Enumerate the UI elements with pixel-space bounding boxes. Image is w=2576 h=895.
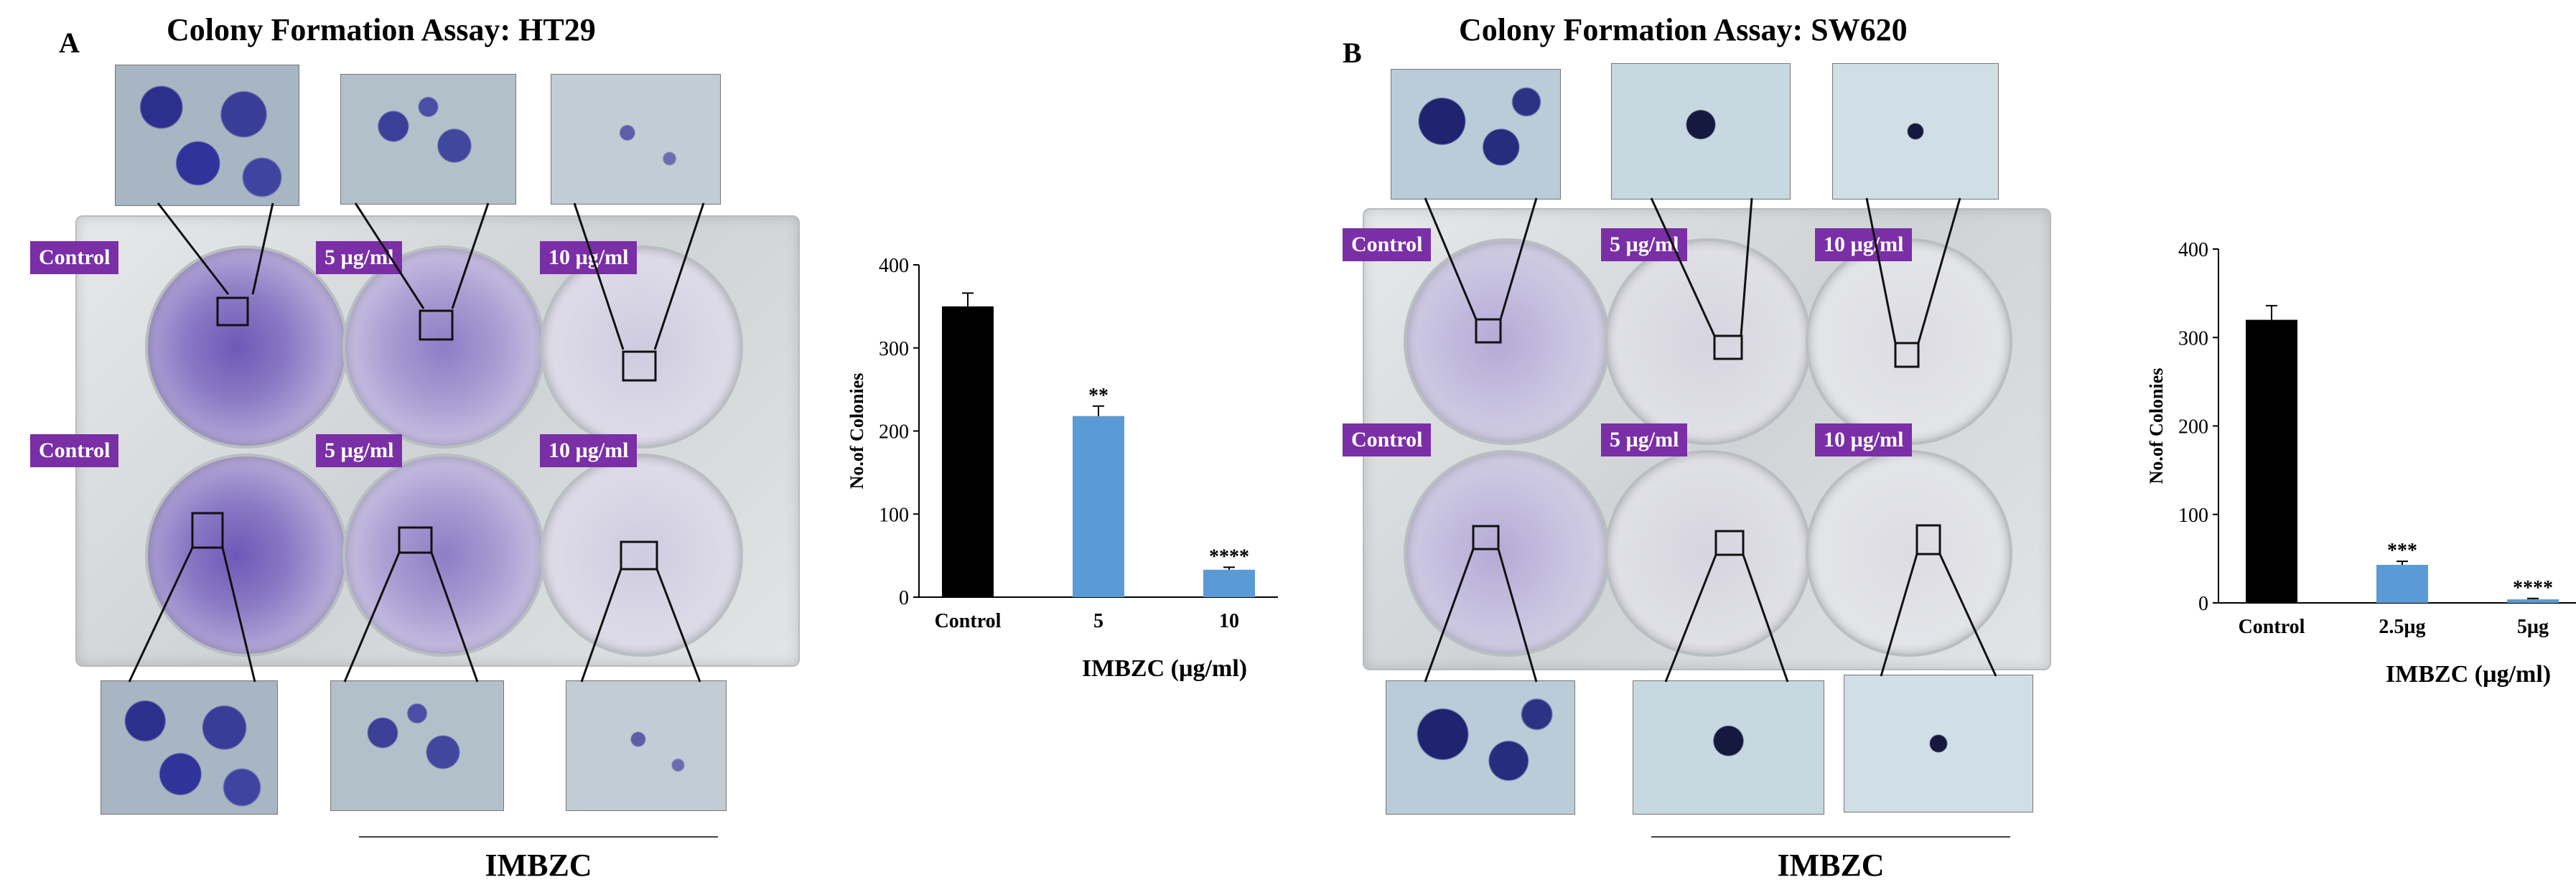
panel-b-title: Colony Formation Assay: SW620 xyxy=(1459,12,1908,47)
bar-0 xyxy=(2246,319,2297,603)
y-tick-label: 0 xyxy=(899,587,909,609)
chart-b: 0 100 200 300 400 No.of Colonies Control *** 2.5… xyxy=(2146,239,2576,688)
x-tick-label-0: Control xyxy=(935,610,1002,632)
panel-a-well-10ugml-2 xyxy=(540,454,743,657)
panel-b-group-label: IMBZC xyxy=(1777,848,1885,883)
significance-label-2: **** xyxy=(1209,545,1249,568)
significance-label-1: ** xyxy=(1088,385,1109,407)
panel-b-well-5ugml-2 xyxy=(1605,450,1811,657)
y-axis-label: No.of Colonies xyxy=(846,373,867,489)
panel-b-zoom-10ugml-bottom xyxy=(1844,675,2033,812)
significance-label-2: **** xyxy=(2513,577,2553,599)
panel-a-letter: A xyxy=(59,27,80,59)
x-axis-label: IMBZC (µg/ml) xyxy=(2386,661,2551,688)
panel-a-group-bracket xyxy=(359,836,718,838)
panel-b-group-bracket xyxy=(1651,836,2010,838)
panel-b-label-10ugml-row1: 10 µg/ml xyxy=(1815,228,1913,261)
panel-a-label-10ugml-row1: 10 µg/ml xyxy=(540,241,638,274)
panel-a-well-5ugml-2 xyxy=(342,454,546,657)
panel-a-label-control-row1: Control xyxy=(30,241,119,274)
panel-a-well-control-1 xyxy=(145,245,348,449)
x-tick-label-1: 2.5µg xyxy=(2379,616,2425,638)
panel-b-well-10ugml-2 xyxy=(1806,450,2012,657)
panel-a-zoom-5ugml-top xyxy=(340,74,516,205)
bar-2 xyxy=(2507,599,2559,603)
panel-b-label-control-row2: Control xyxy=(1343,423,1432,456)
y-tick-label: 300 xyxy=(879,338,909,360)
panel-a-label-control-row2: Control xyxy=(30,434,119,467)
panel-a-well-10ugml-1 xyxy=(540,245,743,449)
bar-2 xyxy=(1203,569,1255,597)
panel-b-plate xyxy=(1363,208,2051,670)
panel-b-label-5ugml-row1: 5 µg/ml xyxy=(1601,228,1688,261)
panel-b-label-5ugml-row2: 5 µg/ml xyxy=(1601,423,1688,456)
panel-a-label-10ugml-row2: 10 µg/ml xyxy=(540,434,638,467)
panel-b-zoom-5ugml-bottom xyxy=(1633,680,1824,815)
panel-b-letter: B xyxy=(1343,37,1362,69)
bar-1 xyxy=(1073,416,1124,597)
panel-b-zoom-control-top xyxy=(1391,69,1561,200)
panel-a-zoom-control-top xyxy=(115,65,299,206)
bar-1 xyxy=(2376,565,2428,603)
panel-b-label-10ugml-row2: 10 µg/ml xyxy=(1815,423,1913,456)
panel-b-zoom-control-bottom xyxy=(1386,680,1575,815)
panel-b-zoom-5ugml-top xyxy=(1611,63,1791,200)
panel-a-plate xyxy=(75,215,800,667)
panel-a-group-label: IMBZC xyxy=(485,848,592,883)
x-tick-label-2: 10 xyxy=(1219,610,1239,632)
panel-a-zoom-control-bottom xyxy=(101,680,278,815)
x-axis-label: IMBZC (µg/ml) xyxy=(1082,655,1247,682)
panel-a-well-control-2 xyxy=(145,454,348,657)
panel-a-label-5ugml-row1: 5 µg/ml xyxy=(316,241,403,274)
panel-b-well-5ugml-1 xyxy=(1605,238,1811,445)
x-tick-label-2: 5µg xyxy=(2517,616,2549,638)
panel-a-zoom-10ugml-top xyxy=(551,74,721,205)
x-tick-label-0: Control xyxy=(2239,616,2305,638)
panel-a-title: Colony Formation Assay: HT29 xyxy=(167,12,596,47)
panel-b-label-control-row1: Control xyxy=(1343,228,1432,261)
panel-b-well-control-1 xyxy=(1404,238,1610,445)
y-tick-label: 400 xyxy=(879,255,909,277)
y-tick-label: 200 xyxy=(2178,416,2208,439)
panel-b-zoom-10ugml-top xyxy=(1832,63,1999,200)
panel-a-zoom-10ugml-bottom xyxy=(566,680,727,811)
bar-0 xyxy=(942,306,994,597)
panel-b-well-control-2 xyxy=(1404,450,1610,657)
panel-a-label-5ugml-row2: 5 µg/ml xyxy=(316,434,403,467)
panel-a-well-5ugml-1 xyxy=(342,245,546,449)
y-tick-label: 100 xyxy=(2178,505,2208,527)
y-axis-label: No.of Colonies xyxy=(2146,368,2167,484)
y-tick-label: 0 xyxy=(2198,593,2208,615)
y-tick-label: 100 xyxy=(879,504,909,526)
chart-a: 0 100 200 300 400 No.of Colonies Control ** 5 ***… xyxy=(846,255,1278,682)
significance-label-1: *** xyxy=(2387,540,2417,562)
x-tick-label-1: 5 xyxy=(1093,610,1103,632)
y-tick-label: 400 xyxy=(2178,239,2208,261)
y-tick-label: 200 xyxy=(879,421,909,444)
y-tick-label: 300 xyxy=(2178,327,2208,350)
panel-b-well-10ugml-1 xyxy=(1806,238,2012,445)
panel-a-zoom-5ugml-bottom xyxy=(330,680,504,811)
